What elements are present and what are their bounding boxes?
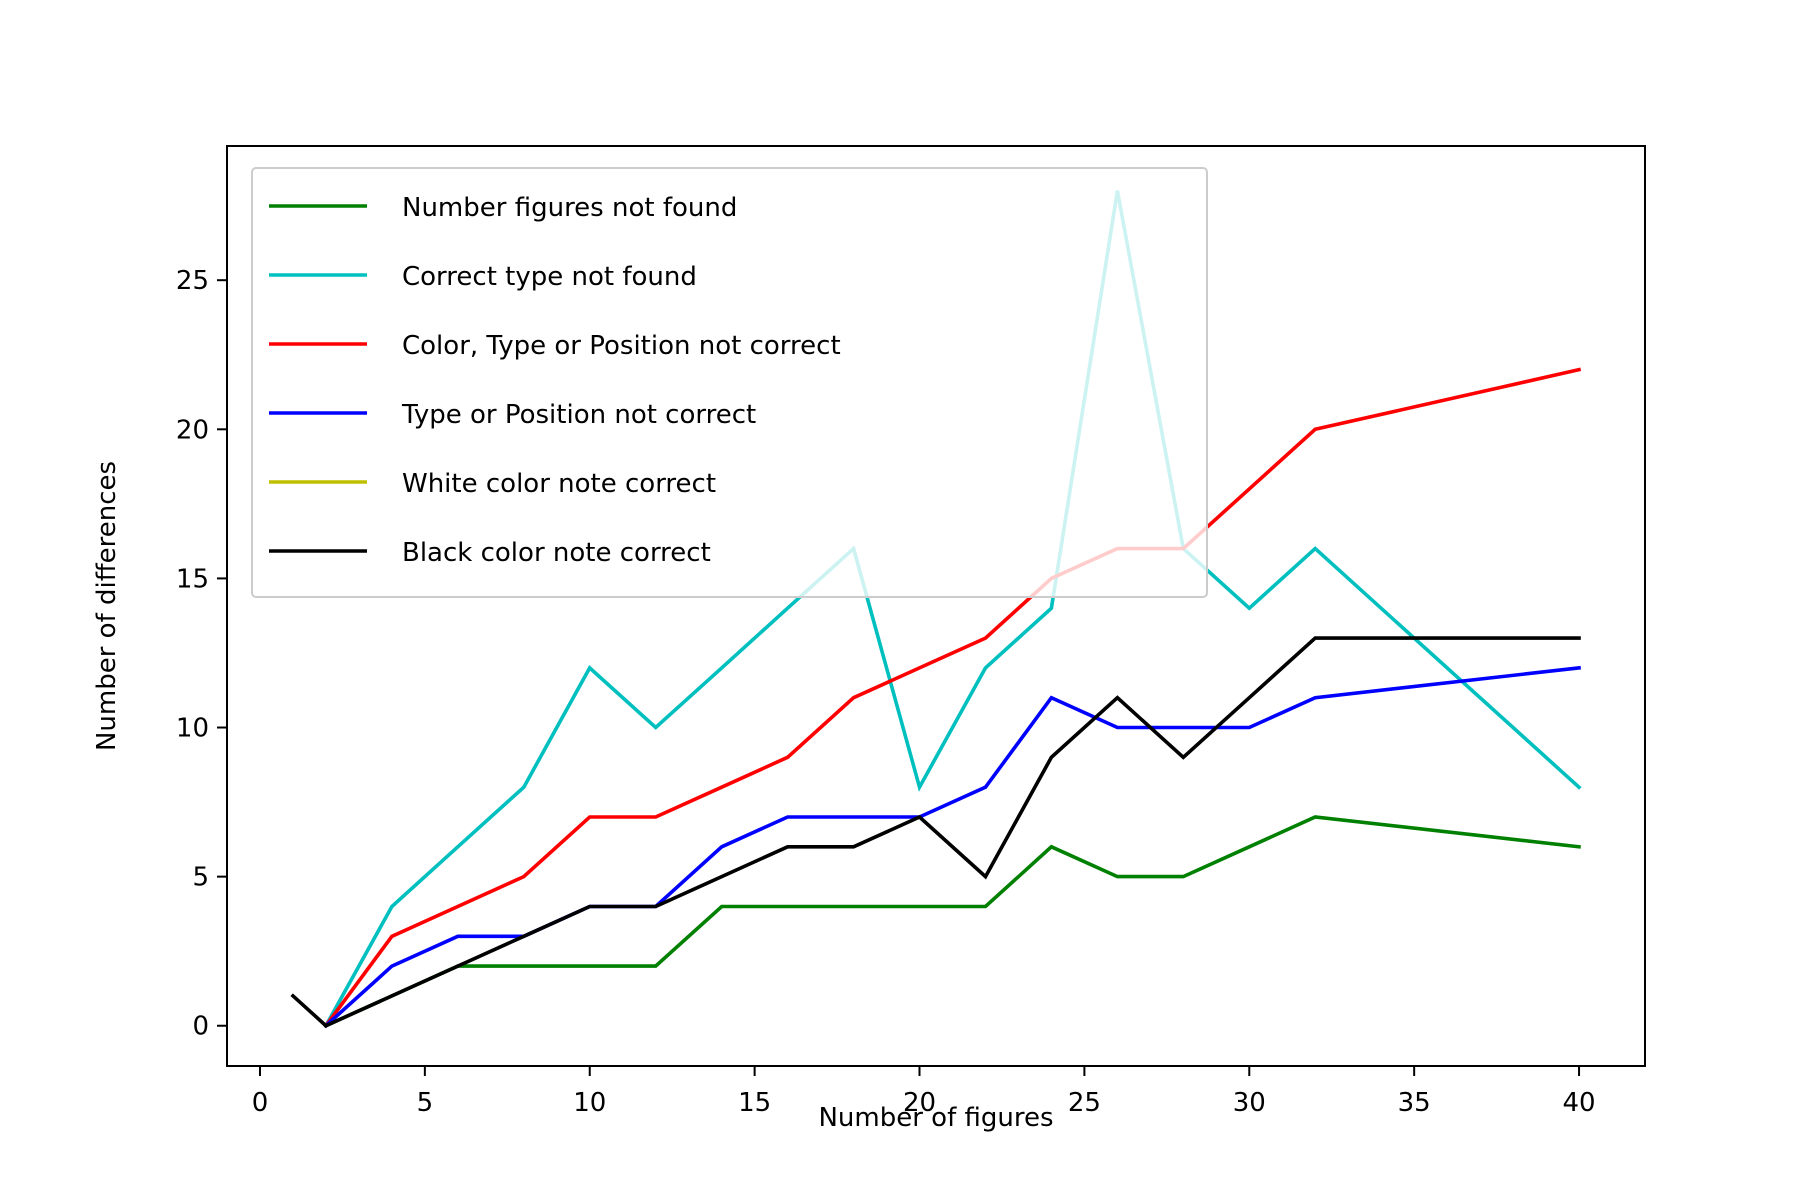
y-tick-label: 25 [176, 266, 209, 296]
legend-label: Black color note correct [402, 538, 711, 568]
x-tick-label: 20 [903, 1088, 936, 1118]
legend-box [251, 167, 1208, 598]
y-tick-label: 15 [176, 564, 209, 594]
legend: Number figures not found Correct type not… [251, 167, 1208, 598]
x-tick-label: 15 [738, 1088, 771, 1118]
plot-frame [226, 145, 1646, 1067]
x-tick-label: 40 [1562, 1088, 1595, 1118]
legend-label: Color, Type or Position not correct [402, 331, 841, 361]
y-tick-label: 5 [192, 863, 209, 893]
x-tick-label: 5 [417, 1088, 434, 1118]
series-line-4 [323, 665, 1581, 1029]
series-line-6 [290, 636, 1581, 1028]
y-axis-label: Number of differences [92, 461, 122, 751]
series-line-1 [323, 815, 1581, 1029]
y-tick-label: 0 [192, 1012, 209, 1042]
x-tick-label: 10 [573, 1088, 606, 1118]
y-tick-label: 20 [176, 415, 209, 445]
legend-label: Type or Position not correct [401, 400, 756, 430]
legend-label: White color note correct [402, 469, 716, 499]
x-tick-label: 0 [252, 1088, 269, 1118]
legend-label: Correct type not found [402, 262, 697, 292]
x-tick-label: 35 [1398, 1088, 1431, 1118]
y-tick-label: 10 [176, 714, 209, 744]
x-tick-label: 30 [1233, 1088, 1266, 1118]
legend-label: Number figures not found [402, 193, 737, 223]
x-tick-label: 25 [1068, 1088, 1101, 1118]
axes-layer: 0 5 10 15 20 25 30 35 40 0 5 10 15 20 25 [176, 145, 1646, 1118]
x-axis-label: Number of figures [818, 1103, 1053, 1133]
